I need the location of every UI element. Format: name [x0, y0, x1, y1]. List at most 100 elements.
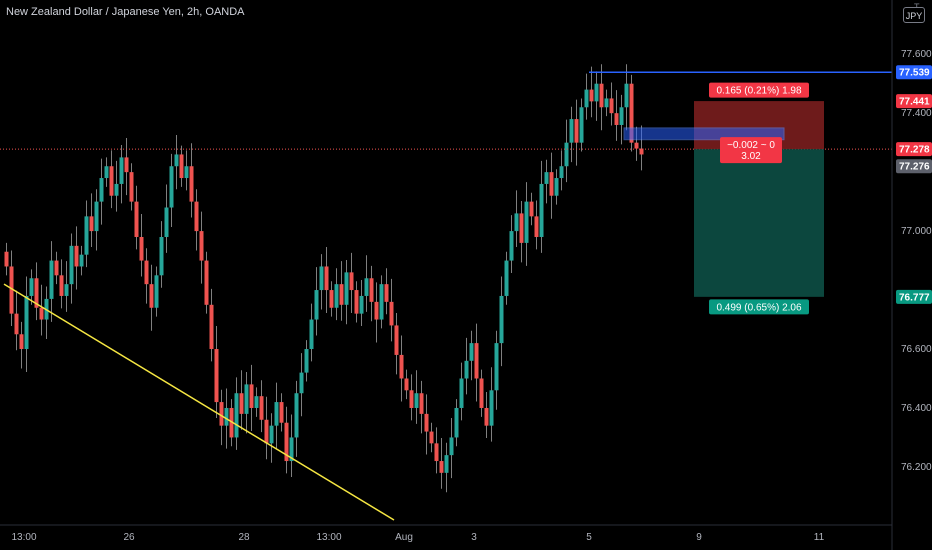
- candle: [519, 213, 524, 243]
- candle: [554, 178, 559, 196]
- candle: [34, 278, 39, 308]
- candle: [179, 154, 184, 179]
- drawings-layer: 0.165 (0.21%) 1.98 0.499 (0.65%) 2.06 −0.0…: [0, 71, 892, 521]
- x-tick-label: 9: [696, 532, 702, 543]
- candle: [339, 284, 344, 305]
- candle: [439, 461, 444, 473]
- candles-layer: [4, 64, 644, 493]
- candle: [484, 407, 489, 426]
- price-tag-bg: [896, 94, 932, 109]
- take-profit-label: 0.499 (0.65%) 2.06: [709, 299, 809, 315]
- take-profit-label-text: 0.499 (0.65%) 2.06: [716, 302, 801, 313]
- candle: [549, 172, 554, 196]
- x-tick-label: 5: [586, 532, 592, 543]
- candle: [564, 142, 569, 167]
- candle: [444, 455, 449, 473]
- candle: [469, 343, 474, 361]
- candle: [29, 278, 34, 296]
- candle: [159, 236, 164, 276]
- price-tag: 76.777: [896, 289, 932, 304]
- candle: [589, 89, 594, 102]
- price-tag-bg: [896, 65, 932, 80]
- x-tick-label: 3: [471, 532, 477, 543]
- candle: [499, 295, 504, 344]
- candle: [214, 349, 219, 403]
- candle: [184, 166, 189, 179]
- candle: [349, 272, 354, 291]
- price-tag: 77.278: [896, 142, 932, 157]
- price-tag-bg: [896, 142, 932, 157]
- candle: [9, 266, 14, 314]
- candle: [189, 166, 194, 202]
- candle: [74, 245, 79, 267]
- candle: [449, 437, 454, 456]
- x-tick-label: 26: [123, 532, 135, 543]
- y-tick-label: 76.200: [901, 462, 932, 473]
- candle: [429, 431, 434, 444]
- candle: [224, 407, 229, 426]
- candle: [584, 89, 589, 108]
- candle: [399, 354, 404, 379]
- candle: [69, 245, 74, 285]
- zone-rectangle[interactable]: [623, 127, 785, 141]
- candle: [39, 307, 44, 320]
- candle: [409, 390, 414, 408]
- candle: [529, 201, 534, 217]
- currency-button[interactable]: JPY: [903, 7, 925, 23]
- candle: [384, 284, 389, 302]
- trendline[interactable]: [3, 283, 395, 521]
- candle: [49, 260, 54, 299]
- candle: [289, 437, 294, 462]
- candle: [569, 119, 574, 143]
- candle: [544, 172, 549, 184]
- candle: [129, 172, 134, 202]
- candle: [4, 251, 9, 267]
- candle: [579, 107, 584, 143]
- candle: [149, 284, 154, 308]
- candle: [534, 216, 539, 237]
- candle: [314, 290, 319, 320]
- candle: [304, 349, 309, 373]
- candle: [264, 419, 269, 444]
- y-tick-label: 76.600: [901, 344, 932, 355]
- candle: [594, 83, 599, 102]
- candle: [394, 325, 399, 355]
- candle: [479, 378, 484, 408]
- candle: [504, 260, 509, 296]
- candle: [249, 384, 254, 408]
- candle: [454, 407, 459, 438]
- candle: [109, 166, 114, 196]
- candle: [559, 166, 564, 179]
- candle: [379, 284, 384, 320]
- price-tag-text: 77.276: [899, 162, 930, 173]
- x-tick-label: Aug: [395, 532, 413, 543]
- candle: [334, 284, 339, 308]
- candle: [634, 142, 639, 149]
- price-tag-bg: [896, 159, 932, 174]
- candle: [199, 231, 204, 261]
- y-tick-label: 77.000: [901, 226, 932, 237]
- candle: [319, 266, 324, 291]
- take-profit-zone[interactable]: [694, 149, 824, 297]
- candle: [124, 157, 129, 173]
- candle: [219, 402, 224, 426]
- symbol-title[interactable]: New Zealand Dollar / Japanese Yen, 2h, O…: [6, 6, 245, 18]
- symbol-exchange: OANDA: [205, 6, 245, 18]
- candle: [489, 390, 494, 426]
- candle: [524, 201, 529, 243]
- candle: [614, 113, 619, 125]
- candle: [204, 260, 209, 305]
- symbol-interval: 2h: [187, 6, 200, 18]
- candle: [89, 216, 94, 232]
- stop-loss-label: 0.165 (0.21%) 1.98: [709, 82, 809, 98]
- candle: [459, 378, 464, 408]
- candle: [389, 301, 394, 326]
- candle: [139, 236, 144, 261]
- y-tick-label: 76.400: [901, 403, 932, 414]
- y-tick-label: 77.400: [901, 108, 932, 119]
- candle: [169, 166, 174, 208]
- candle: [374, 301, 379, 320]
- candle: [599, 83, 604, 108]
- candle: [434, 443, 439, 462]
